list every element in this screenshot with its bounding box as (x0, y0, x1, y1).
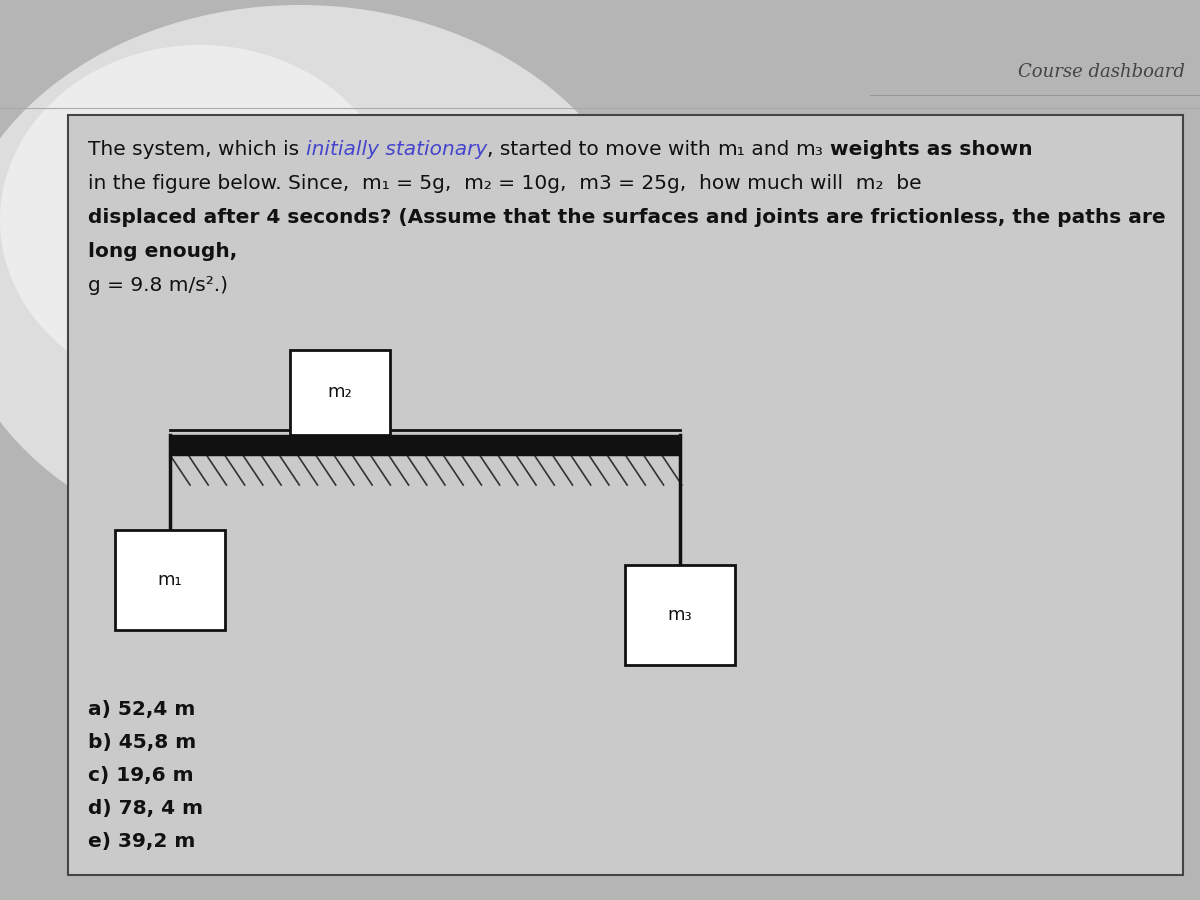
Text: m₃: m₃ (796, 140, 823, 159)
Text: weights as shown: weights as shown (823, 140, 1033, 159)
Text: a) 52,4 m: a) 52,4 m (88, 700, 196, 719)
Text: displaced after 4 seconds? (Assume that the surfaces and joints are frictionless: displaced after 4 seconds? (Assume that … (88, 208, 1165, 227)
Bar (68, 115, 1183, 875)
Text: c) 19,6 m: c) 19,6 m (88, 766, 193, 785)
Bar (170, 435, 680, 455)
Text: initially stationary: initially stationary (306, 140, 487, 159)
Text: m₁ = 5g,  m₂ = 10g,  m3 = 25g,  how much will  m₂  be: m₁ = 5g, m₂ = 10g, m3 = 25g, how much wi… (362, 174, 922, 193)
Text: long enough,: long enough, (88, 242, 238, 261)
Bar (115, 530, 226, 630)
Text: b) 45,8 m: b) 45,8 m (88, 733, 197, 752)
Text: e) 39,2 m: e) 39,2 m (88, 832, 196, 851)
Text: d) 78, 4 m: d) 78, 4 m (88, 799, 203, 818)
Text: m₁: m₁ (157, 571, 182, 589)
Text: m₂: m₂ (328, 383, 353, 401)
Text: , started to move with: , started to move with (487, 140, 716, 159)
Text: g = 9.8 m/s².): g = 9.8 m/s².) (88, 276, 228, 295)
Text: and: and (745, 140, 796, 159)
Ellipse shape (0, 45, 400, 395)
Bar (625, 565, 734, 665)
Text: The system, which is: The system, which is (88, 140, 306, 159)
Text: m₁: m₁ (716, 140, 745, 159)
Text: m₃: m₃ (667, 606, 692, 624)
Ellipse shape (0, 5, 650, 555)
Text: in the figure below. Since,: in the figure below. Since, (88, 174, 362, 193)
Text: Course dashboard: Course dashboard (1018, 63, 1186, 81)
Bar (290, 350, 390, 435)
